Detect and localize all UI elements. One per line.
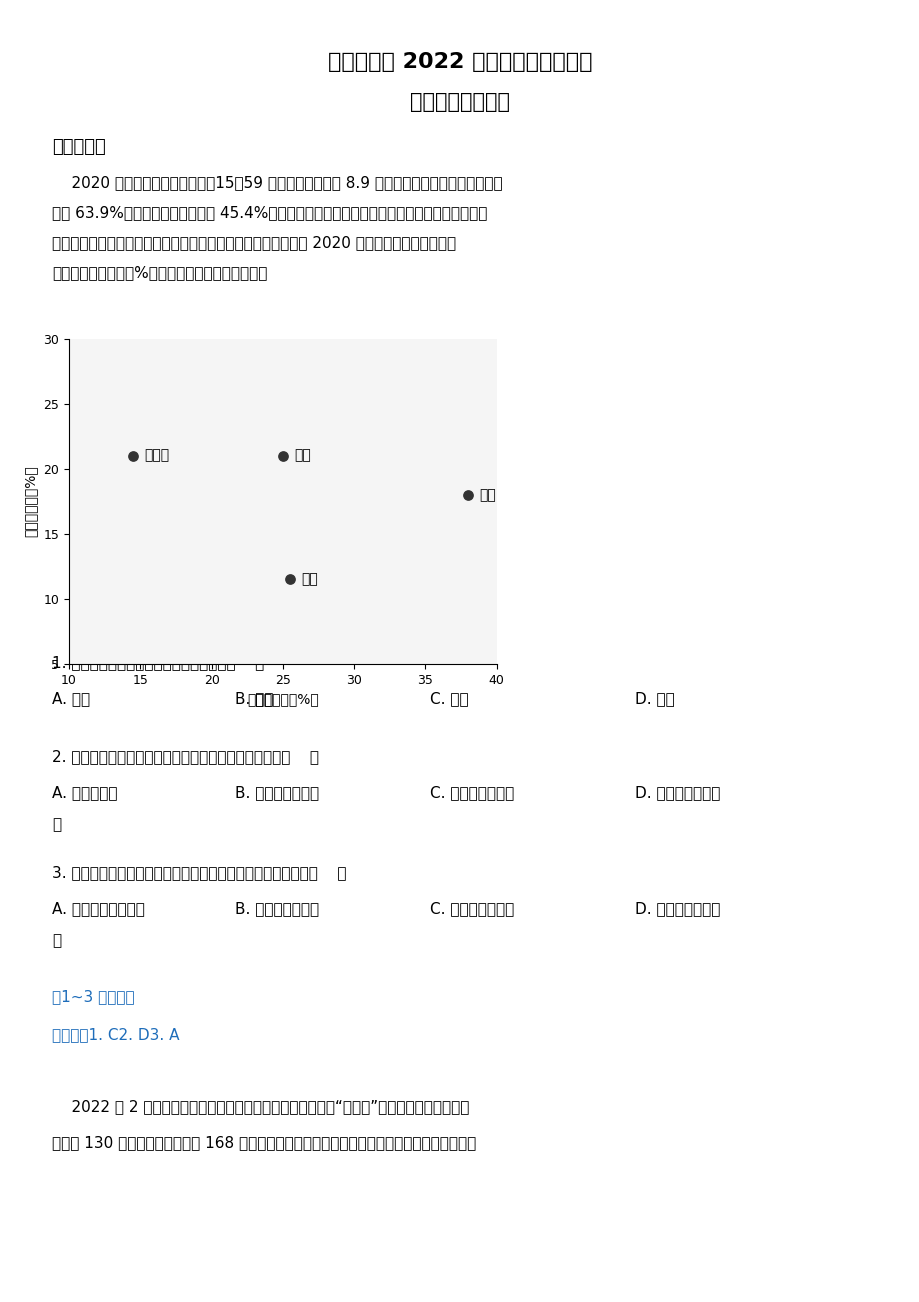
Point xyxy=(282,569,297,590)
Y-axis label: 老年托养比（%）: 老年托养比（%） xyxy=(24,465,38,538)
Point xyxy=(126,445,141,466)
Text: 贵州: 贵州 xyxy=(479,488,496,501)
Text: 广东: 广东 xyxy=(301,573,318,586)
Text: 养比和少儿托养比（%）统计。据此完成下面小题。: 养比和少儿托养比（%）统计。据此完成下面小题。 xyxy=(52,266,267,280)
Text: 劳动力人口数量之比，用来衡量劳动力人均负担的轻重。下图为 2020 年四个省人口普查老年托: 劳动力人口数量之比，用来衡量劳动力人均负担的轻重。下图为 2020 年四个省人口… xyxy=(52,234,456,250)
Text: B. 农村缺乏劳动力: B. 农村缺乏劳动力 xyxy=(234,785,319,799)
Text: 2. 人口普查结果劳动年龄人口数低于预期的原因可能是（    ）: 2. 人口普查结果劳动年龄人口数低于预期的原因可能是（ ） xyxy=(52,749,319,764)
Text: A. 辽宁: A. 辽宁 xyxy=(52,691,90,706)
Text: B. 经济发展不平衡: B. 经济发展不平衡 xyxy=(234,901,319,917)
Text: 化率 63.9%，户籍人口城镇化率为 45.4%。托养比是指非劳动力（老年人和少年児童）人口数与: 化率 63.9%，户籍人口城镇化率为 45.4%。托养比是指非劳动力（老年人和少… xyxy=(52,204,487,220)
Text: 落差达 130 多米，大跳台赛道长 168 米，附近还建有冬季两项和国家越野滑雪中心比赛场。本次: 落差达 130 多米，大跳台赛道长 168 米，附近还建有冬季两项和国家越野滑雪… xyxy=(52,1135,476,1150)
Text: C. 大量的流动人口: C. 大量的流动人口 xyxy=(429,901,514,917)
Text: 黑龙江: 黑龙江 xyxy=(144,449,169,462)
X-axis label: 少儿托养比（%）: 少儿托养比（%） xyxy=(247,693,318,706)
Text: 一、选择题: 一、选择题 xyxy=(52,138,106,156)
Text: 1. 下列四省中，劳动力人均负担最重的是（    ）: 1. 下列四省中，劳动力人均负担最重的是（ ） xyxy=(52,655,264,671)
Text: 2020 年我国第七次人口普查：15～59 岁劳动年龄人口为 8.9 亿（低于预期）；常住人口城镇: 2020 年我国第七次人口普查：15～59 岁劳动年龄人口为 8.9 亿（低于预… xyxy=(52,174,502,190)
Text: A. 城市化过快: A. 城市化过快 xyxy=(52,785,118,799)
Text: 文科综合能力测试: 文科综合能力测试 xyxy=(410,92,509,112)
Text: 异: 异 xyxy=(52,934,61,948)
Text: 【1~3 题答案】: 【1~3 题答案】 xyxy=(52,990,134,1004)
Text: C. 贵州: C. 贵州 xyxy=(429,691,468,706)
Text: 湖北: 湖北 xyxy=(294,449,311,462)
Point xyxy=(276,445,290,466)
Text: 重: 重 xyxy=(52,816,61,832)
Point xyxy=(460,484,475,505)
Text: 3. 我国户籍人口城镇化率低于常住人口城镇化率的直接原因是（    ）: 3. 我国户籍人口城镇化率低于常住人口城镇化率的直接原因是（ ） xyxy=(52,865,346,880)
Text: 内江市高中 2022 届第三次模拟考试题: 内江市高中 2022 届第三次模拟考试题 xyxy=(327,52,592,72)
Text: 【答案】1. C2. D3. A: 【答案】1. C2. D3. A xyxy=(52,1027,179,1042)
Text: C. 育龄妇女比重低: C. 育龄妇女比重低 xyxy=(429,785,514,799)
Text: 2022 年 2 月北京冬奥会河北崇礼赛区的国家跳台滑雪中心“雪如意”依山而建，顶部与地面: 2022 年 2 月北京冬奥会河北崇礼赛区的国家跳台滑雪中心“雪如意”依山而建，… xyxy=(52,1099,469,1115)
Text: D. 湖北: D. 湖北 xyxy=(634,691,674,706)
Text: A. 新型产业工人增加: A. 新型产业工人增加 xyxy=(52,901,144,917)
Text: D. 人口老龄化严重: D. 人口老龄化严重 xyxy=(634,785,720,799)
Text: D. 经济收入的差异: D. 经济收入的差异 xyxy=(634,901,720,917)
Text: B. 广东: B. 广东 xyxy=(234,691,273,706)
